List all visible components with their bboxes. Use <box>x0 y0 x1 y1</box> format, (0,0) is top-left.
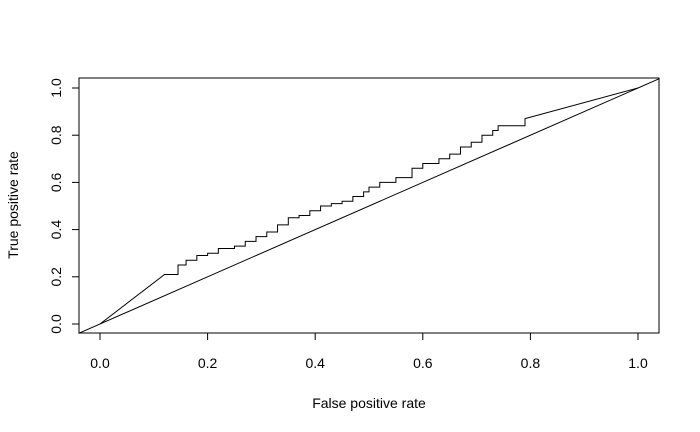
x-axis-label: False positive rate <box>312 395 426 411</box>
x-tick-label: 0.2 <box>198 355 218 371</box>
y-tick-label: 0.4 <box>48 220 64 240</box>
y-tick-label: 0.0 <box>48 314 64 334</box>
y-tick-label: 0.6 <box>48 172 64 192</box>
x-tick-label: 0.8 <box>521 355 541 371</box>
x-tick-label: 0.0 <box>90 355 110 371</box>
y-axis-label: True positive rate <box>5 151 21 259</box>
series-layer <box>78 78 660 334</box>
y-tick-label: 0.8 <box>48 125 64 145</box>
y-tick-label: 0.2 <box>48 267 64 287</box>
diagonal-reference-line <box>78 78 660 334</box>
roc-curve-line <box>99 87 639 325</box>
y-axis: 0.0 0.2 0.4 0.6 0.8 1.0 <box>48 78 80 334</box>
x-axis: 0.0 0.2 0.4 0.6 0.8 1.0 <box>90 332 648 371</box>
y-tick-label: 1.0 <box>48 78 64 98</box>
x-tick-label: 0.4 <box>305 355 325 371</box>
x-tick-label: 1.0 <box>628 355 648 371</box>
x-tick-label: 0.6 <box>413 355 433 371</box>
